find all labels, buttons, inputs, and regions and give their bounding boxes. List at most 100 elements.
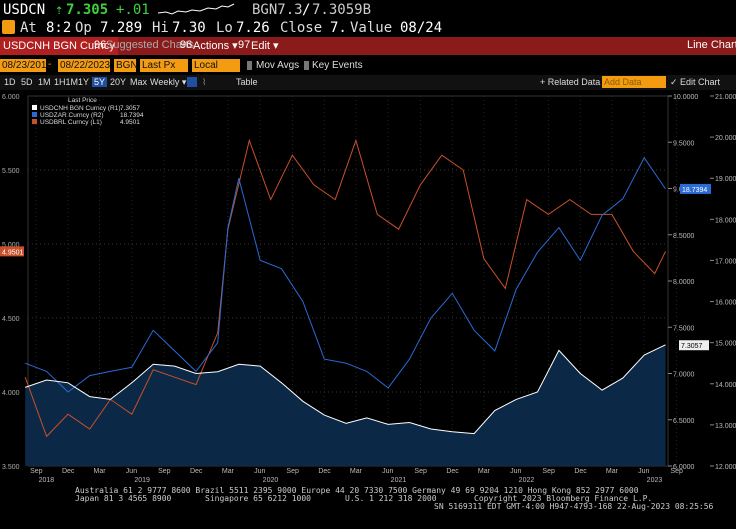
last-price: 7.305	[66, 2, 109, 18]
start-date-field[interactable]: 08/23/2018	[0, 59, 53, 72]
date-range-separator: -	[48, 59, 52, 70]
mov-avgs-label[interactable]: Mov Avgs	[256, 60, 300, 71]
pricing-source: BGN7.3	[252, 2, 303, 18]
period-5y[interactable]: 5Y	[92, 77, 108, 87]
close-value: 7.	[330, 20, 347, 36]
actions-number[interactable]: 96	[180, 39, 193, 51]
footer-session: SN 5169311 EDT GMT-4:00 H947-4793-168 22…	[434, 502, 714, 511]
end-date-field[interactable]: 08/22/2023	[58, 59, 111, 72]
security-name-button[interactable]: USDCNH BGN Curncy	[0, 37, 118, 55]
period-1m[interactable]: 1M	[38, 77, 51, 87]
bloomberg-logo-icon	[2, 20, 15, 34]
line-chart[interactable]: 3.500 4.000 4.500 5.000 5.500 6.000 6.0000 6.50…	[0, 90, 736, 484]
x-axis-year-label: 2022	[519, 477, 535, 484]
frequency-select[interactable]: Weekly ▾	[150, 77, 187, 87]
price-field[interactable]: Last Px	[140, 59, 188, 72]
right1-axis-tick-label: 8.0000	[673, 279, 695, 286]
right1-axis-tick-label: 6.5000	[673, 418, 695, 425]
right2-axis-tick-label: 15.0000	[715, 341, 736, 348]
right2-value-badge-bg	[680, 183, 711, 194]
edit-number[interactable]: 97	[238, 39, 251, 51]
x-axis-month-label: Dec	[446, 468, 459, 475]
period-20y[interactable]: 20Y	[110, 77, 127, 87]
value-date: 08/24	[400, 20, 443, 36]
open-label: Op	[75, 20, 92, 36]
mov-avgs-checkbox[interactable]	[247, 61, 252, 70]
at-value: 8:2	[46, 20, 72, 36]
right2-value-badge: 18.7394	[682, 187, 707, 194]
period-1y[interactable]: 1Y	[78, 77, 90, 87]
currency-field[interactable]: Local CCY	[192, 59, 240, 84]
left-axis-tick-label: 5.000	[2, 242, 20, 249]
up-arrow-icon: ⇡	[55, 2, 64, 18]
x-axis-year-label: 2018	[39, 477, 55, 484]
left-axis-tick-label: 6.000	[2, 94, 20, 101]
x-axis-month-label: Sep	[414, 468, 427, 475]
line-style-icon[interactable]	[187, 77, 197, 87]
right2-axis-tick-label: 12.0000	[715, 464, 736, 471]
usdcnh-line	[25, 344, 666, 435]
left-value-badge: 4.9501	[2, 249, 24, 256]
period-1d[interactable]: 1D	[4, 77, 16, 87]
right2-axis-tick-label: 17.0000	[715, 258, 736, 265]
period-max[interactable]: Max	[130, 77, 148, 87]
right1-axis-tick-label: 9.5000	[673, 140, 695, 147]
x-axis-month-label: Dec	[62, 468, 75, 475]
source-field[interactable]: BGN	[114, 59, 138, 72]
x-axis-month-label: Jun	[126, 468, 137, 475]
table-button[interactable]: Table	[236, 77, 258, 87]
related-data-menu[interactable]: + Related Data ▾	[540, 77, 608, 87]
right1-axis-tick-label: 10.0000	[673, 94, 698, 101]
x-axis-month-label: Dec	[318, 468, 331, 475]
right1-value-badge: 7.3057	[681, 343, 703, 350]
right1-axis-tick-label: 6.0000	[673, 464, 695, 471]
x-axis-year-label: 2023	[647, 477, 663, 484]
x-axis-month-label: Mar	[606, 468, 619, 475]
x-axis-month-label: Jun	[254, 468, 265, 475]
legend-swatch	[32, 112, 37, 117]
left-value-badge-bg	[0, 246, 24, 257]
period-1h1m[interactable]: 1H1M	[54, 77, 79, 87]
high-label: Hi	[152, 20, 169, 36]
chart-type-icon[interactable]: ⌇	[202, 77, 207, 87]
legend-series-name: USDBRL Curncy (L1)	[40, 119, 102, 126]
right1-axis-tick-label: 7.0000	[673, 372, 695, 379]
chart-toolbar: USDCNH BGN Curncy 96 Suggested Charts 96…	[0, 37, 736, 55]
footer-copyright: Copyright 2023 Bloomberg Finance L.P.	[474, 494, 653, 503]
footer-japan: Japan 81 3 4565 8900	[75, 494, 172, 503]
x-axis-month-label: Sep	[670, 468, 683, 475]
legend-swatch	[32, 105, 37, 110]
edit-menu[interactable]: Edit ▾	[251, 40, 279, 52]
footer-us: U.S. 1 212 318 2000	[345, 494, 437, 503]
footer-singapore: Singapore 65 6212 1000	[205, 494, 311, 503]
ticker-label[interactable]: USDCN	[3, 2, 46, 18]
view-title: Line Chart	[687, 39, 736, 51]
left-axis-tick-label: 3.500	[2, 464, 20, 471]
key-events-label[interactable]: Key Events	[312, 60, 363, 71]
key-events-checkbox[interactable]	[304, 61, 309, 70]
edit-chart-button[interactable]: ✓ Edit Chart	[670, 77, 721, 87]
x-axis-year-label: 2019	[134, 477, 150, 484]
right2-axis-tick-label: 21.0000	[715, 94, 736, 101]
at-label: At	[20, 20, 37, 36]
suggested-charts-button[interactable]: Suggested Charts	[106, 39, 195, 51]
right2-axis-tick-label: 13.0000	[715, 423, 736, 430]
right1-value-badge-bg	[679, 340, 709, 351]
x-axis-month-label: Sep	[30, 468, 43, 475]
actions-menu[interactable]: Actions ▾	[193, 40, 238, 52]
legend-series-last: 7.3057	[120, 105, 140, 112]
usdbrl-line	[24, 138, 666, 438]
period-5d[interactable]: 5D	[21, 77, 33, 87]
left-axis-tick-label: 5.500	[2, 168, 20, 175]
suggested-charts-number[interactable]: 96	[94, 39, 107, 51]
x-axis-month-label: Sep	[158, 468, 171, 475]
chart-controls: 08/23/2018 - 08/22/2023 BGN Last Px Loca…	[0, 58, 736, 84]
legend-series-last: 18.7394	[120, 112, 144, 119]
left-axis-tick-label: 4.000	[2, 390, 20, 397]
footer-contacts: Australia 61 2 9777 8600 Brazil 5511 239…	[75, 486, 639, 495]
quote-bar: At 8:2 Op 7.289 Hi 7.30 Lo 7.26 Close 7.…	[0, 19, 736, 37]
right2-axis-tick-label: 14.0000	[715, 382, 736, 389]
sparkline-icon	[158, 3, 235, 15]
add-data-input[interactable]: Add Data	[602, 76, 666, 88]
legend-series-name: USDCNH BGN Curncy (R1)	[40, 105, 121, 112]
